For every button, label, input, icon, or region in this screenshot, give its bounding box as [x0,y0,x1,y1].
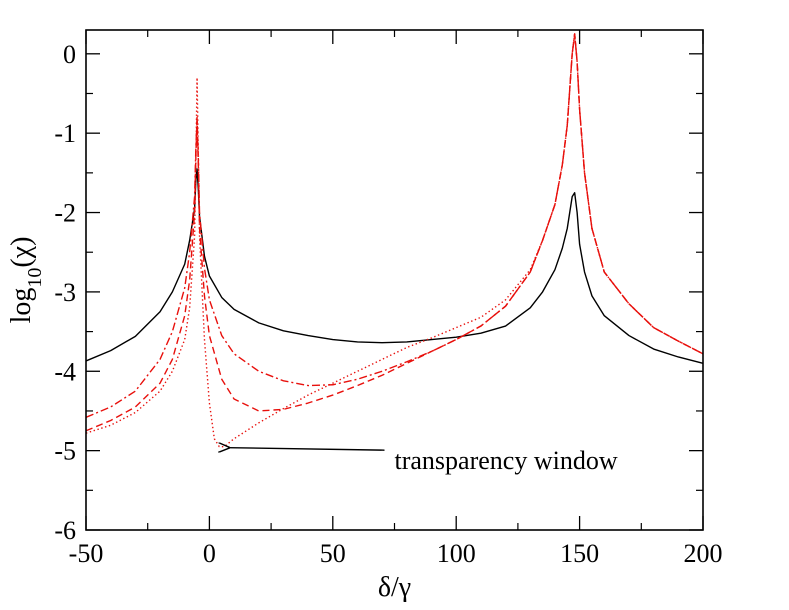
y-tick-label: -1 [54,119,76,148]
x-tick-label: 100 [437,539,476,568]
y-axis-title-arg: (χ) [6,237,37,268]
y-tick-label: -5 [54,437,76,466]
labels-layer: -50 0 50 100 150 200 -6 -5 -4 -3 -2 -1 0 [54,40,722,568]
x-tick-label: 150 [560,539,599,568]
series-line-3 [85,33,704,432]
x-tick-label: 200 [684,539,723,568]
x-tick-label: 50 [320,539,346,568]
plot-frame [85,29,704,531]
series-line-2 [85,33,704,418]
y-tick-label: -4 [54,357,76,386]
y-tick-label: -2 [54,199,76,228]
series-line-1 [85,168,704,365]
x-tick-label: -50 [69,539,104,568]
annotation-arrow [228,448,385,450]
y-axis-title-base: log [6,288,37,324]
y-axis-title: log10(χ) [6,237,46,324]
x-axis-title: δ/γ [378,572,411,603]
series-layer [85,33,704,448]
annotation-text: transparency window [395,446,618,475]
y-axis-title-sub: 10 [24,268,46,288]
annotation-layer: transparency window [228,446,618,475]
y-tick-label: 0 [63,40,76,69]
y-tick-label: -6 [54,516,76,545]
series-line-4 [85,33,704,448]
x-tick-label: 0 [203,539,216,568]
y-tick-label: -3 [54,278,76,307]
